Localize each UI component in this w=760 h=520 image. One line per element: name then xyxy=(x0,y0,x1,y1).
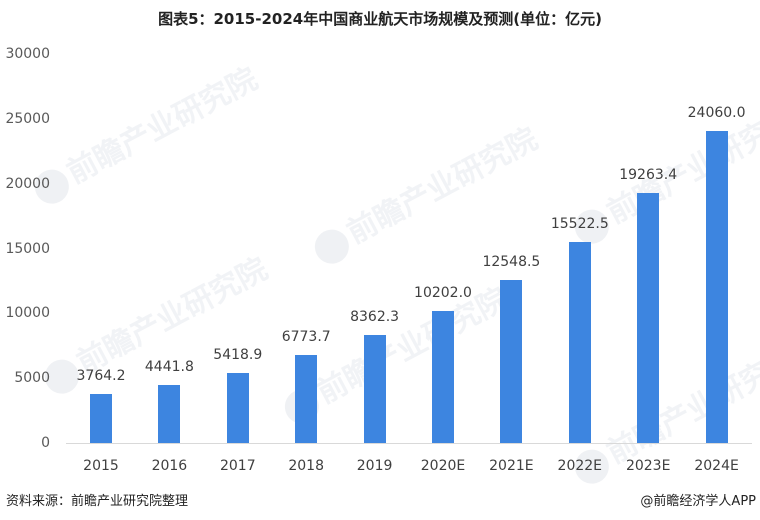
bar xyxy=(500,280,523,443)
bar xyxy=(90,394,112,443)
bar xyxy=(637,193,660,443)
y-tick-label: 25000 xyxy=(5,110,50,127)
x-tick-label: 2018 xyxy=(288,458,324,474)
y-tick-label: 15000 xyxy=(5,240,50,257)
bar-value-label: 12548.5 xyxy=(482,254,541,271)
bar xyxy=(226,372,249,443)
bar xyxy=(568,241,591,443)
bar xyxy=(295,355,318,443)
y-tick-label: 30000 xyxy=(5,46,50,62)
bar-value-label: 19263.4 xyxy=(619,167,678,184)
x-tick-label: 2015 xyxy=(83,458,119,474)
x-tick-label: 2016 xyxy=(151,458,188,474)
watermark: 前瞻产业研究院 xyxy=(24,54,264,210)
y-tick-label: 20000 xyxy=(5,175,50,192)
bar-value-label: 8362.3 xyxy=(350,308,400,325)
x-tick-label: 2017 xyxy=(219,458,256,474)
bar-value-label: 3764.2 xyxy=(76,368,126,385)
x-tick-label: 2023E xyxy=(625,458,671,474)
x-axis-line xyxy=(66,443,752,444)
bar-value-label: 10202.0 xyxy=(414,284,472,301)
y-tick-label: 0 xyxy=(41,435,50,451)
bar-value-label: 24060.0 xyxy=(687,105,746,122)
bar xyxy=(363,334,386,443)
y-tick-label: 5000 xyxy=(14,370,50,387)
x-tick-label: 2019 xyxy=(356,458,393,474)
bar xyxy=(158,385,181,443)
x-tick-label: 2021E xyxy=(489,458,534,474)
x-tick-label: 2024E xyxy=(694,458,739,474)
bar-value-label: 6773.7 xyxy=(281,329,331,346)
x-tick-label: 2020E xyxy=(420,458,466,474)
bar xyxy=(705,131,728,443)
x-tick-label: 2022E xyxy=(557,458,603,474)
bar-value-label: 5418.9 xyxy=(213,346,263,363)
watermark: 前瞻产业研究院 xyxy=(304,114,544,270)
bar xyxy=(432,310,454,443)
source-note: 资料来源：前瞻产业研究院整理 xyxy=(6,494,189,509)
watermark-logo-icon xyxy=(308,223,355,270)
bar-value-label: 15522.5 xyxy=(550,215,609,232)
chart-title: 图表5：2015-2024年中国商业航天市场规模及预测(单位：亿元) xyxy=(158,10,602,28)
credit-note: @前瞻经济学人APP xyxy=(640,494,756,509)
bar-value-label: 4441.8 xyxy=(144,359,194,376)
y-tick-label: 10000 xyxy=(5,305,50,322)
